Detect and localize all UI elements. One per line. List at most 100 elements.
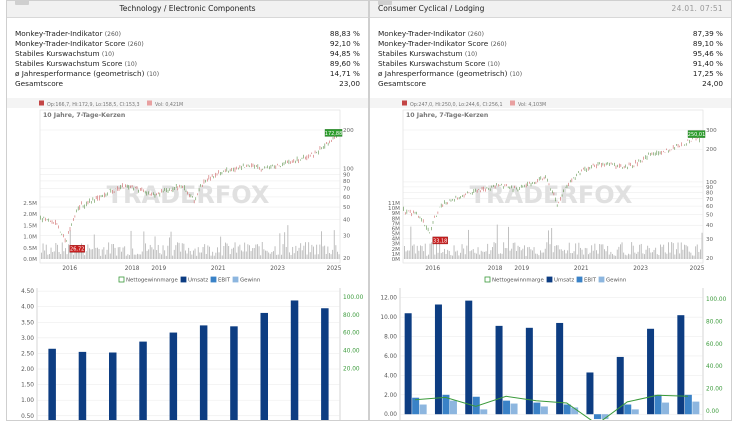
volume-bar bbox=[239, 244, 241, 259]
ohlc-swatch bbox=[39, 100, 44, 106]
volume-bar bbox=[693, 255, 695, 259]
legend-strip bbox=[7, 98, 368, 108]
volume-bar bbox=[653, 249, 655, 259]
metric-period: (10) bbox=[146, 71, 160, 78]
metric-row: ø Jahresperformance (geometrisch) (10) 17… bbox=[378, 69, 723, 79]
margin-line bbox=[415, 394, 688, 420]
volume-bar bbox=[679, 253, 681, 259]
volume-bar bbox=[698, 251, 700, 259]
volume-bar bbox=[648, 248, 650, 259]
volume-bar bbox=[570, 253, 572, 259]
price-tick-label: 30 bbox=[343, 233, 351, 239]
volume-bar bbox=[469, 251, 471, 259]
price-tick-label: 80 bbox=[343, 179, 351, 185]
volume-bar bbox=[661, 246, 663, 259]
volume-bar bbox=[186, 253, 188, 259]
bar-umsatz bbox=[169, 332, 178, 420]
volume-tick-label: 1M bbox=[392, 252, 401, 258]
volume-bar bbox=[421, 246, 423, 259]
volume-tick-label: 3M bbox=[392, 242, 401, 248]
volume-bar bbox=[161, 254, 162, 259]
left-tick-label: 1.00 bbox=[21, 398, 34, 404]
volume-bar bbox=[77, 249, 79, 259]
high-label-box bbox=[324, 129, 343, 137]
volume-bar bbox=[551, 228, 553, 259]
volume-bar bbox=[57, 244, 58, 259]
volume-bar bbox=[669, 252, 671, 259]
volume-bar bbox=[148, 249, 150, 259]
low-label-box bbox=[69, 245, 85, 253]
volume-bar bbox=[607, 245, 609, 259]
x-tick-label: 2025 bbox=[327, 266, 342, 272]
volume-tick-label: 9M bbox=[392, 211, 401, 217]
bar-umsatz bbox=[290, 300, 299, 420]
volume-legend: Vol: 4,103M bbox=[518, 102, 546, 108]
low-label: 26,72 bbox=[70, 247, 84, 253]
left-tick-label: 4.00 bbox=[21, 305, 34, 311]
metric-label: Gesamtscore bbox=[15, 79, 63, 88]
card-header: Consumer Cyclical / Lodging 24.01. 07:51 bbox=[370, 1, 731, 18]
volume-bar bbox=[519, 246, 521, 259]
volume-bar bbox=[562, 250, 564, 259]
right-tick-label: 80.00 bbox=[343, 313, 360, 319]
volume-bar bbox=[109, 253, 111, 259]
metric-label: Stabiles Kurswachstum Score bbox=[15, 59, 123, 68]
volume-bar bbox=[308, 242, 310, 259]
volume-bar bbox=[493, 242, 495, 259]
volume-bar bbox=[474, 252, 476, 259]
volume-bar bbox=[535, 253, 537, 259]
volume-bar bbox=[95, 247, 97, 259]
volume-bar bbox=[594, 243, 596, 259]
volume-bar bbox=[580, 247, 581, 259]
volume-bar bbox=[245, 251, 247, 259]
volume-bar bbox=[405, 251, 407, 259]
metric-value: 92,10 % bbox=[329, 39, 360, 48]
volume-bar bbox=[413, 244, 415, 259]
metric-label: Monkey-Trader-Indikator bbox=[378, 29, 466, 38]
volume-bar bbox=[432, 242, 434, 259]
metric-value: 87,39 % bbox=[692, 29, 723, 38]
volume-bar bbox=[677, 242, 679, 259]
volume-legend: Vol: 0,421M bbox=[155, 102, 183, 108]
volume-bar bbox=[117, 247, 119, 259]
volume-bar bbox=[113, 244, 114, 259]
volume-bar bbox=[452, 255, 453, 259]
volume-bar bbox=[624, 254, 626, 259]
volume-bar bbox=[252, 248, 254, 259]
volume-bar bbox=[255, 244, 257, 259]
volume-bar bbox=[122, 247, 124, 259]
volume-tick-label: 2.0M bbox=[23, 212, 37, 218]
volume-bar bbox=[170, 231, 172, 259]
right-tick-label: 80.00 bbox=[706, 320, 723, 326]
volume-bar bbox=[604, 249, 605, 259]
volume-bar bbox=[581, 249, 583, 259]
volume-bar bbox=[223, 246, 225, 259]
volume-bar bbox=[588, 254, 589, 259]
volume-bar bbox=[271, 252, 273, 259]
volume-bar bbox=[527, 247, 529, 259]
volume-bar bbox=[253, 248, 255, 259]
metric-row: Stabiles Kurswachstum Score (10) 91,40 % bbox=[378, 59, 723, 69]
volume-bar bbox=[156, 250, 158, 259]
volume-bar bbox=[416, 245, 418, 259]
volume-bar bbox=[632, 245, 634, 259]
metric-value: 89,60 % bbox=[329, 59, 360, 68]
stock-card-right: Consumer Cyclical / Lodging 24.01. 07:51… bbox=[369, 0, 732, 421]
bar-gewinn bbox=[510, 403, 518, 415]
volume-bar bbox=[520, 250, 522, 259]
metric-row: Stabiles Kurswachstum Score (10) 89,60 % bbox=[15, 59, 360, 69]
price-tick-label: 300 bbox=[706, 128, 717, 134]
bar-umsatz bbox=[677, 315, 685, 415]
volume-bar bbox=[517, 245, 519, 259]
ohlc-swatch bbox=[402, 100, 407, 106]
volume-bar bbox=[268, 252, 270, 259]
bar-umsatz bbox=[199, 325, 208, 420]
volume-bar bbox=[66, 254, 68, 259]
metric-row: Stabiles Kurswachstum (10) 94,85 % bbox=[15, 49, 360, 59]
volume-bar bbox=[650, 252, 652, 259]
volume-bar bbox=[194, 248, 196, 259]
metrics-table: Monkey-Trader-Indikator (260) 87,39 % Mon… bbox=[378, 29, 723, 89]
volume-bar bbox=[668, 242, 669, 259]
bar-umsatz bbox=[260, 312, 268, 420]
low-label: 33,18 bbox=[433, 238, 447, 244]
